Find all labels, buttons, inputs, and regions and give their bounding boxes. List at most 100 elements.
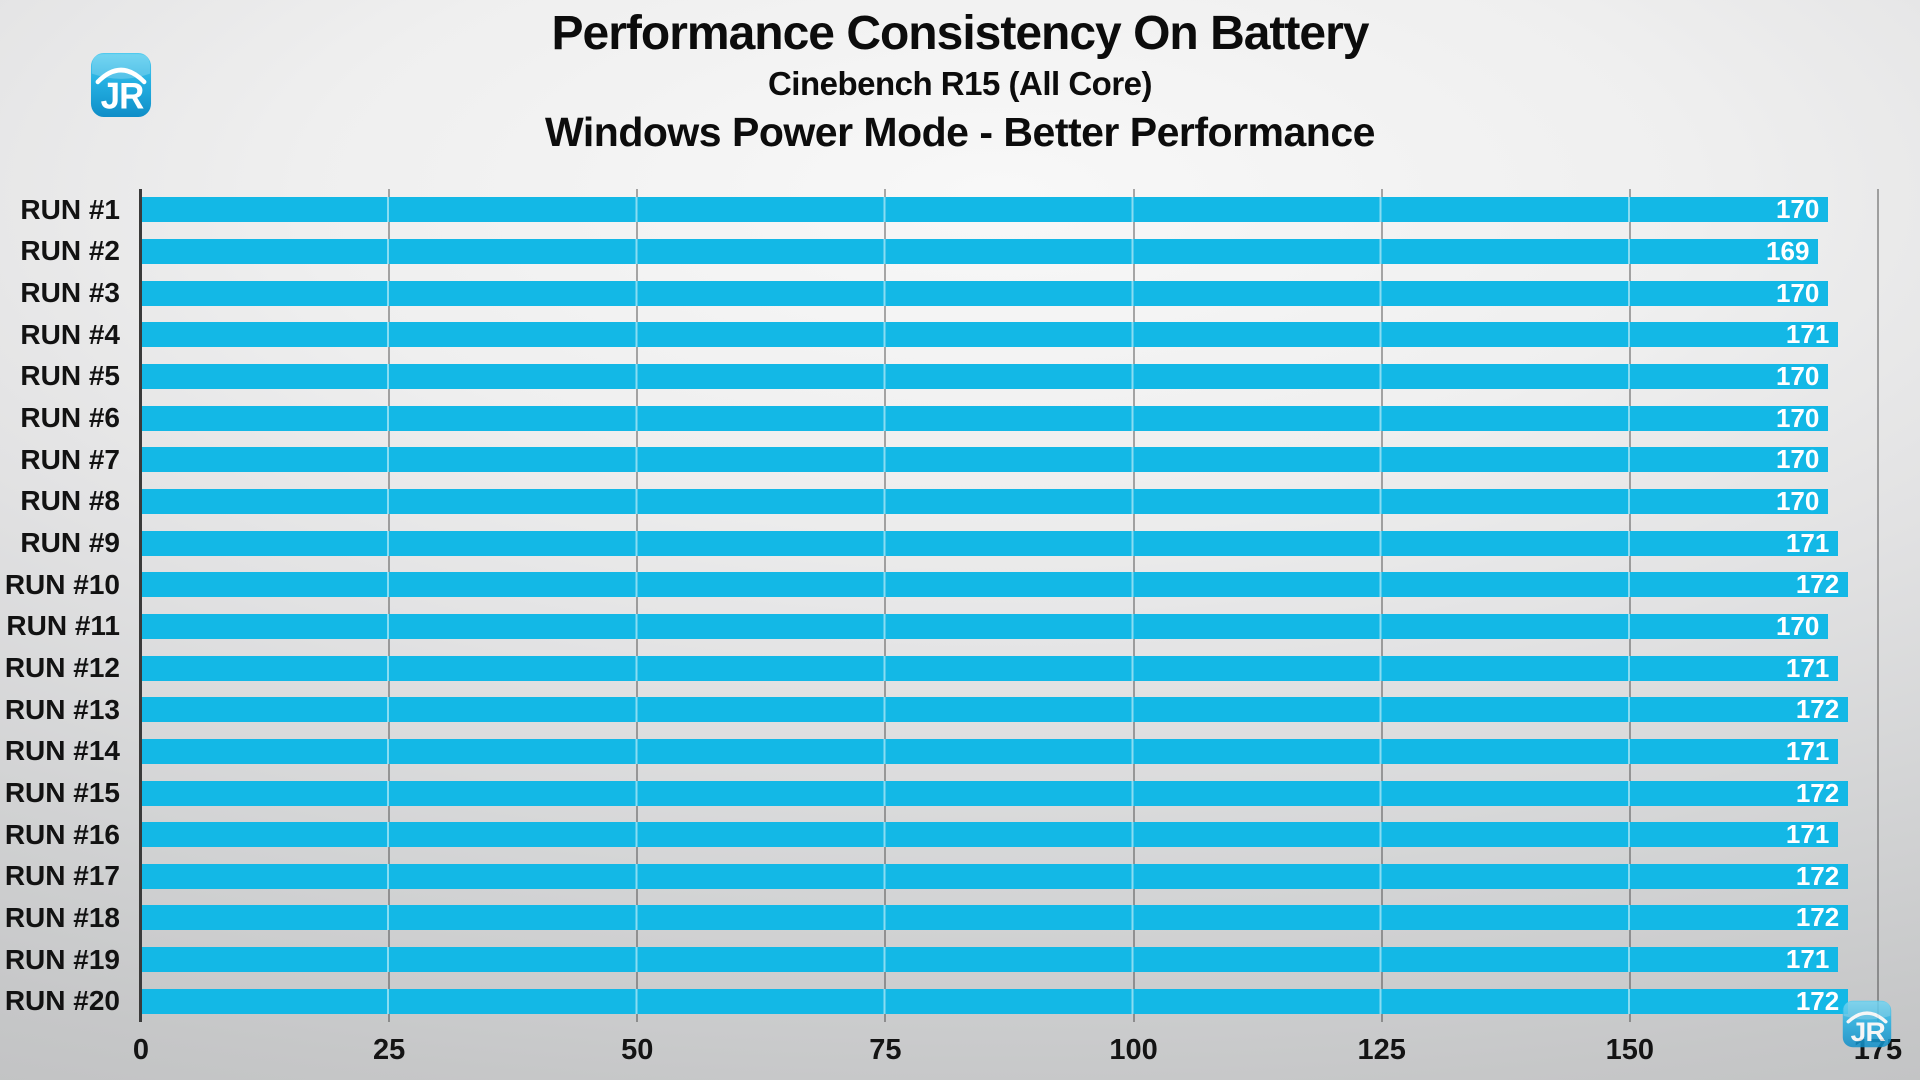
bar-value-label: 172 bbox=[1795, 777, 1840, 808]
bar: 172 bbox=[141, 777, 1849, 808]
jr-logo-icon: JR bbox=[1842, 1000, 1892, 1048]
bar-value-label: 170 bbox=[1775, 277, 1820, 308]
plot-area: RUN #1 170 RUN #2 169 RUN #3 170 RUN #4 171 RUN … bbox=[5, 189, 1879, 1022]
run-label: RUN #10 bbox=[4, 568, 120, 600]
jr-logo-text: JR bbox=[101, 75, 145, 117]
bar-row: RUN #3 170 bbox=[20, 272, 1878, 314]
gridline bbox=[388, 189, 391, 1022]
bar-value-label: 172 bbox=[1795, 902, 1840, 933]
x-tick-label: 0 bbox=[132, 1034, 150, 1066]
x-tick-label: 25 bbox=[373, 1034, 406, 1066]
run-label: RUN #11 bbox=[6, 610, 120, 642]
x-tick-label: 150 bbox=[1605, 1034, 1655, 1066]
run-label: RUN #18 bbox=[4, 901, 120, 933]
run-label: RUN #7 bbox=[20, 443, 120, 475]
bar: 171 bbox=[141, 652, 1839, 683]
bar: 171 bbox=[141, 319, 1839, 350]
bar: 169 bbox=[141, 235, 1819, 266]
bar-row: RUN #11 170 bbox=[6, 606, 1878, 648]
bar-row: RUN #4 171 bbox=[20, 314, 1878, 356]
bar-value-label: 170 bbox=[1775, 194, 1820, 225]
run-label: RUN #16 bbox=[4, 818, 120, 850]
bar-value-label: 172 bbox=[1795, 985, 1840, 1016]
gridline bbox=[636, 189, 639, 1022]
jr-logo-bottom-right: JR bbox=[1842, 1000, 1892, 1048]
bar: 170 bbox=[141, 194, 1829, 225]
bar-row: RUN #8 170 bbox=[20, 481, 1878, 523]
gridline bbox=[1380, 189, 1383, 1022]
gridline bbox=[1628, 189, 1631, 1022]
bar: 172 bbox=[141, 902, 1849, 933]
bar-row: RUN #1 170 bbox=[20, 189, 1878, 231]
bar-row: RUN #7 170 bbox=[20, 439, 1878, 481]
bar-value-label: 170 bbox=[1775, 402, 1820, 433]
bar-value-label: 170 bbox=[1775, 485, 1820, 516]
bar: 171 bbox=[141, 946, 1839, 973]
bar-rows: RUN #1 170 RUN #2 169 RUN #3 170 RUN #4 171 RUN … bbox=[5, 189, 1878, 1022]
chart-subtitle: Cinebench R15 (All Core) bbox=[767, 65, 1153, 102]
bar-row: RUN #10 172 bbox=[5, 564, 1878, 606]
run-label: RUN #20 bbox=[4, 985, 120, 1017]
bar-value-label: 172 bbox=[1795, 860, 1840, 891]
x-axis: 0 25 50 75 100 125 150 175 bbox=[133, 1034, 1902, 1074]
bar-row: RUN #19 171 bbox=[5, 939, 1878, 981]
bar: 171 bbox=[141, 527, 1839, 558]
bar-value-label: 171 bbox=[1785, 652, 1830, 683]
bar-row: RUN #20 172 bbox=[5, 980, 1878, 1022]
bar-row: RUN #16 171 bbox=[5, 814, 1878, 856]
bar: 171 bbox=[141, 735, 1839, 766]
run-label: RUN #5 bbox=[20, 360, 120, 392]
bar-value-label: 171 bbox=[1785, 735, 1830, 766]
x-tick-label: 100 bbox=[1109, 1034, 1158, 1066]
jr-logo-top-left: JR bbox=[90, 52, 152, 118]
bar-row: RUN #18 172 bbox=[5, 897, 1878, 939]
y-axis-line bbox=[139, 189, 142, 1022]
bar-value-label: 172 bbox=[1795, 694, 1840, 725]
bar-value-label: 169 bbox=[1766, 235, 1810, 266]
bar: 170 bbox=[141, 277, 1829, 308]
gridline bbox=[1877, 189, 1879, 1022]
bar: 172 bbox=[141, 985, 1849, 1016]
bar: 172 bbox=[141, 694, 1849, 725]
run-label: RUN #4 bbox=[20, 318, 120, 350]
bar-row: RUN #5 170 bbox=[20, 356, 1878, 398]
run-label: RUN #8 bbox=[20, 485, 120, 517]
bar-row: RUN #6 170 bbox=[20, 397, 1878, 439]
bar-value-label: 171 bbox=[1785, 527, 1830, 558]
bar-value-label: 171 bbox=[1785, 819, 1830, 850]
run-label: RUN #13 bbox=[4, 693, 120, 725]
gridline bbox=[1132, 189, 1135, 1022]
chart-title: Performance Consistency On Battery bbox=[551, 7, 1370, 60]
bar: 170 bbox=[141, 610, 1829, 641]
chart-subtitle2: Windows Power Mode - Better Performance bbox=[545, 109, 1375, 155]
bar: 172 bbox=[141, 569, 1849, 600]
run-label: RUN #17 bbox=[4, 860, 120, 892]
x-tick-label: 50 bbox=[621, 1034, 654, 1066]
run-label: RUN #2 bbox=[20, 235, 120, 267]
title-block: Performance Consistency On Battery Cineb… bbox=[0, 6, 1920, 158]
x-tick-label: 125 bbox=[1357, 1034, 1406, 1066]
bar-row: RUN #15 172 bbox=[5, 772, 1878, 814]
bar-row: RUN #2 169 bbox=[20, 231, 1878, 273]
bar-value-label: 171 bbox=[1785, 319, 1830, 350]
bar: 170 bbox=[141, 444, 1829, 475]
bar: 170 bbox=[141, 485, 1829, 516]
bar-value-label: 172 bbox=[1795, 569, 1840, 600]
jr-logo-icon: JR bbox=[90, 53, 152, 117]
run-label: RUN #12 bbox=[4, 652, 120, 684]
bar-value-label: 170 bbox=[1775, 610, 1820, 641]
bar: 172 bbox=[141, 860, 1849, 891]
bar-row: RUN #12 171 bbox=[5, 647, 1878, 689]
run-label: RUN #15 bbox=[4, 777, 120, 809]
bar: 171 bbox=[141, 819, 1839, 850]
bar: 170 bbox=[141, 360, 1829, 391]
run-label: RUN #6 bbox=[20, 402, 120, 434]
run-label: RUN #1 bbox=[20, 193, 120, 225]
bar: 170 bbox=[141, 402, 1829, 433]
x-tick-label: 75 bbox=[869, 1034, 902, 1066]
bar-value-label: 170 bbox=[1775, 360, 1820, 391]
run-label: RUN #9 bbox=[20, 527, 120, 559]
bar-value-label: 170 bbox=[1775, 444, 1820, 475]
bar-row: RUN #9 171 bbox=[20, 522, 1878, 564]
